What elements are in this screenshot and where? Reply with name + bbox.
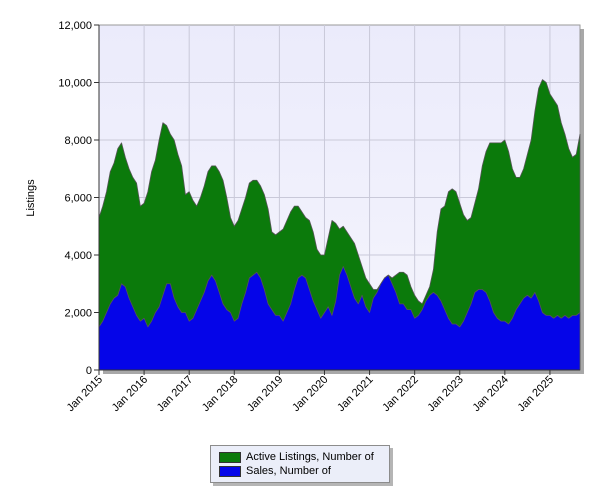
y-tick-label: 8,000	[64, 135, 92, 147]
y-tick-label: 10,000	[58, 78, 92, 90]
y-tick-label: 12,000	[58, 20, 92, 32]
x-tick-label: Jan 2018	[200, 374, 240, 414]
x-tick-label: Jan 2021	[335, 374, 375, 414]
x-tick-label: Jan 2022	[380, 374, 420, 414]
y-tick-label: 0	[86, 365, 92, 377]
legend-label-active-listings: Active Listings, Number of	[246, 451, 374, 463]
x-tick-label: Jan 2015	[65, 374, 105, 414]
x-axis: Jan 2015 Jan 2016 Jan 2017 Jan 2018 Jan 2019…	[65, 369, 580, 414]
y-axis-label: Listings	[25, 179, 37, 217]
x-tick-label: Jan 2017	[155, 374, 195, 414]
legend-item-active-listings: Active Listings, Number of	[219, 450, 374, 464]
y-tick-label: 6,000	[64, 193, 92, 205]
series-areas	[98, 79, 581, 371]
legend: Active Listings, Number of Sales, Number…	[210, 445, 390, 483]
y-tick-label: 2,000	[64, 308, 92, 320]
series-area-sales	[98, 266, 581, 371]
legend-item-sales: Sales, Number of	[219, 464, 331, 478]
x-tick-label: Jan 2020	[290, 374, 330, 414]
y-tick-label: 4,000	[64, 250, 92, 262]
x-tick-label: Jan 2019	[245, 374, 285, 414]
legend-label-sales: Sales, Number of	[246, 465, 331, 477]
legend-swatch-active-listings	[219, 451, 241, 463]
x-tick-label: Jan 2023	[425, 374, 465, 414]
x-tick-label: Jan 2024	[470, 374, 510, 414]
x-tick-label: Jan 2025	[516, 374, 556, 414]
y-axis: 0 2,000 4,000 6,000 8,000 10,000 12,000	[58, 20, 100, 377]
x-tick-label: Jan 2016	[110, 374, 150, 414]
legend-swatch-sales	[219, 465, 241, 477]
